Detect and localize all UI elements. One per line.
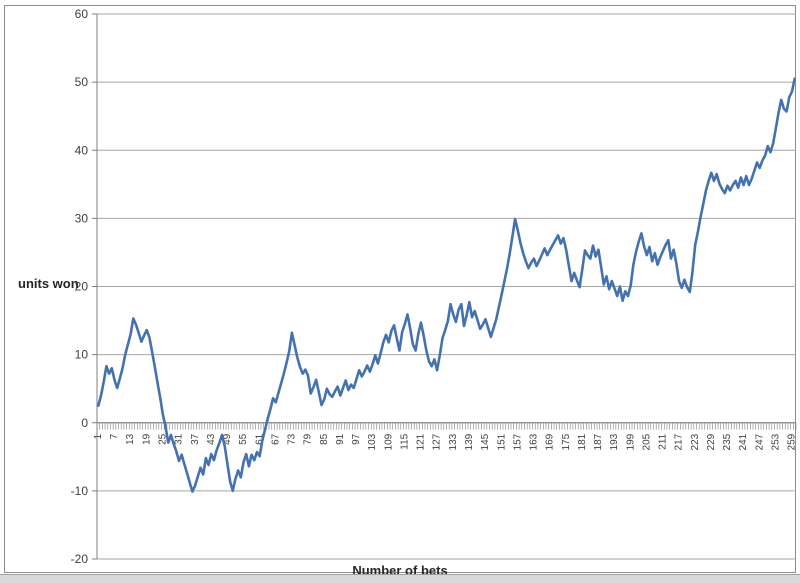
x-tick-label-61: 61: [254, 433, 265, 445]
x-tick-label-43: 43: [206, 433, 217, 445]
y-tick-label-10: 10: [75, 348, 89, 362]
x-tick-label-31: 31: [174, 433, 185, 445]
x-tick-label-193: 193: [609, 433, 620, 450]
x-tick-label-151: 151: [496, 433, 507, 450]
x-tick-label-205: 205: [641, 433, 652, 450]
y-axis-title: units won: [18, 276, 79, 291]
x-tick-label-37: 37: [190, 433, 201, 445]
x-tick-label-13: 13: [125, 433, 136, 445]
x-tick-label-253: 253: [770, 433, 781, 450]
x-tick-label-55: 55: [238, 433, 249, 445]
x-tick-label-259: 259: [787, 433, 798, 450]
y-tick-label-20: 20: [75, 280, 89, 294]
x-tick-label-163: 163: [529, 433, 540, 450]
x-tick-label-181: 181: [577, 433, 588, 450]
y-tick-label-30: 30: [75, 211, 89, 225]
x-tick-label-241: 241: [738, 433, 749, 450]
chart-frame: [4, 5, 796, 573]
y-tick-label-50: 50: [75, 75, 89, 89]
x-tick-label-79: 79: [303, 433, 314, 445]
x-tick-label-7: 7: [109, 433, 120, 439]
x-tick-label-247: 247: [754, 433, 765, 450]
y-tick-label--10: -10: [71, 484, 89, 498]
x-tick-label-217: 217: [674, 433, 685, 450]
x-tick-label-169: 169: [545, 433, 556, 450]
x-tick-label-73: 73: [287, 433, 298, 445]
x-tick-label-175: 175: [561, 433, 572, 450]
y-tick-label-0: 0: [81, 416, 88, 430]
x-tick-label-85: 85: [319, 433, 330, 445]
series-line-units-won: [97, 77, 796, 493]
x-tick-label-103: 103: [367, 433, 378, 450]
x-tick-label-145: 145: [480, 433, 491, 450]
y-tick-label-60: 60: [75, 7, 89, 21]
x-tick-label-109: 109: [383, 433, 394, 450]
x-tick-label-121: 121: [416, 433, 427, 450]
x-tick-label-19: 19: [141, 433, 152, 445]
x-tick-label-229: 229: [706, 433, 717, 450]
y-tick-label-40: 40: [75, 143, 89, 157]
x-tick-label-139: 139: [464, 433, 475, 450]
x-tick-label-235: 235: [722, 433, 733, 450]
x-tick-label-49: 49: [222, 433, 233, 445]
x-tick-label-199: 199: [625, 433, 636, 450]
x-tick-label-1: 1: [93, 433, 104, 439]
x-tick-label-67: 67: [270, 433, 281, 445]
y-tick-label--20: -20: [71, 552, 89, 566]
x-tick-label-25: 25: [158, 433, 169, 445]
x-tick-label-91: 91: [335, 433, 346, 445]
x-tick-label-133: 133: [448, 433, 459, 450]
x-tick-label-97: 97: [351, 433, 362, 445]
x-tick-label-223: 223: [690, 433, 701, 450]
x-tick-label-127: 127: [432, 433, 443, 450]
x-tick-label-157: 157: [512, 433, 523, 450]
window-bottom-edge: [0, 574, 800, 583]
x-tick-label-115: 115: [399, 433, 410, 449]
x-tick-label-187: 187: [593, 433, 604, 450]
x-tick-label-211: 211: [658, 433, 669, 449]
